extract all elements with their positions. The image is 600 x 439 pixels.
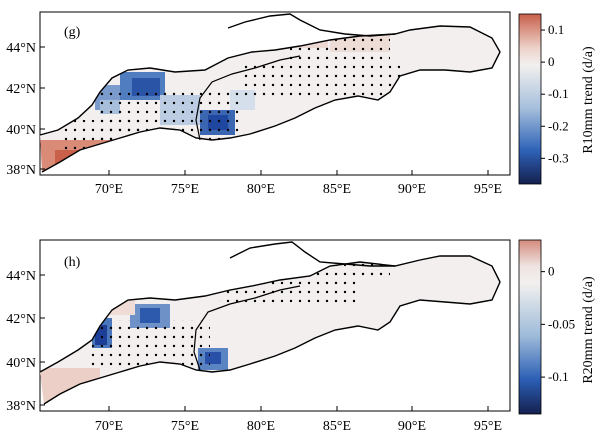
- panel-h-lat-tick-label: 38°N: [6, 399, 36, 414]
- panel-g-lon-tick-label: 70°E: [95, 182, 123, 197]
- panel-g-colorbar-bar: [518, 13, 542, 185]
- colorbar-tick-label: -0.05: [548, 316, 575, 331]
- panel-h-region-outline: [39, 255, 501, 405]
- panel-g-north-outline: [227, 13, 396, 37]
- colorbar-tick-label: 0: [548, 54, 555, 69]
- panel-g-lat-tick-label: 40°N: [6, 123, 36, 138]
- panel-g-subregion-divide: [195, 55, 301, 141]
- panel-g-colorbar: 0.1 0 -0.1 -0.2 -0.3 R10mm trend (d/a): [518, 13, 596, 185]
- colorbar-tick-label: -0.1: [548, 86, 569, 101]
- panel-g-lon-tick-label: 75°E: [171, 182, 199, 197]
- colorbar-tick-label: 0: [548, 264, 555, 279]
- panel-h-colorbar-ticks: 0 -0.05 -0.1: [541, 264, 575, 384]
- panel-g-lon-ticks: 70°E 75°E 80°E 85°E 90°E 95°E: [95, 170, 502, 197]
- panel-g-lat-tick-label: 42°N: [6, 82, 36, 97]
- panel-g-map: (g) 44°N 42°N 40°N 38°N 70°E 75°E 80°E 8…: [6, 11, 511, 197]
- panel-g-lon-tick-label: 95°E: [474, 182, 502, 197]
- panel-h-lon-tick-label: 85°E: [323, 419, 351, 434]
- panel-g-lat-tick-label: 44°N: [6, 41, 36, 56]
- panel-h-colorbar: 0 -0.05 -0.1 R20mm trend (d/a): [518, 239, 596, 415]
- panel-g-lon-tick-label: 85°E: [323, 182, 351, 197]
- panel-g-region-outline: [39, 25, 501, 173]
- colorbar-tick-label: -0.2: [548, 118, 569, 133]
- panel-h-colorbar-bar: [518, 239, 542, 415]
- colorbar-tick-label: -0.1: [548, 369, 569, 384]
- panel-h-lon-tick-label: 90°E: [398, 419, 426, 434]
- panel-h-lat-tick-label: 40°N: [6, 356, 36, 371]
- panel-h-lon-tick-label: 80°E: [247, 419, 275, 434]
- panel-g-lat-tick-label: 38°N: [6, 163, 36, 178]
- panel-h-north-outline: [229, 241, 395, 267]
- panel-g-letter: (g): [64, 25, 81, 40]
- panel-h-lat-tick-label: 44°N: [6, 269, 36, 284]
- panel-h-lon-tick-label: 95°E: [474, 419, 502, 434]
- panel-h-map: (h) 44°N 42°N 40°N 38°N 70°E 75°E 80°E 8…: [6, 239, 511, 434]
- panel-g-lon-tick-label: 80°E: [247, 182, 275, 197]
- panel-h-lon-tick-label: 75°E: [171, 419, 199, 434]
- panel-g-lat-ticks: 44°N 42°N 40°N 38°N: [6, 41, 45, 178]
- colorbar-tick-label: -0.3: [548, 150, 569, 165]
- panel-g-lon-tick-label: 90°E: [398, 182, 426, 197]
- colorbar-tick-label: 0.1: [548, 22, 564, 37]
- panel-g-colorbar-ticks: 0.1 0 -0.1 -0.2 -0.3: [541, 22, 569, 165]
- panel-h-subregion-divide: [193, 285, 301, 371]
- panel-h-lon-tick-label: 70°E: [95, 419, 123, 434]
- panel-g-colorbar-label: R10mm trend (d/a): [581, 46, 596, 154]
- panel-h-letter: (h): [64, 255, 81, 270]
- panel-h-colorbar-label: R20mm trend (d/a): [581, 276, 596, 384]
- panel-h-lon-ticks: 70°E 75°E 80°E 85°E 90°E 95°E: [95, 406, 502, 434]
- panel-h-lat-ticks: 44°N 42°N 40°N 38°N: [6, 269, 45, 414]
- panel-h-lat-tick-label: 42°N: [6, 312, 36, 327]
